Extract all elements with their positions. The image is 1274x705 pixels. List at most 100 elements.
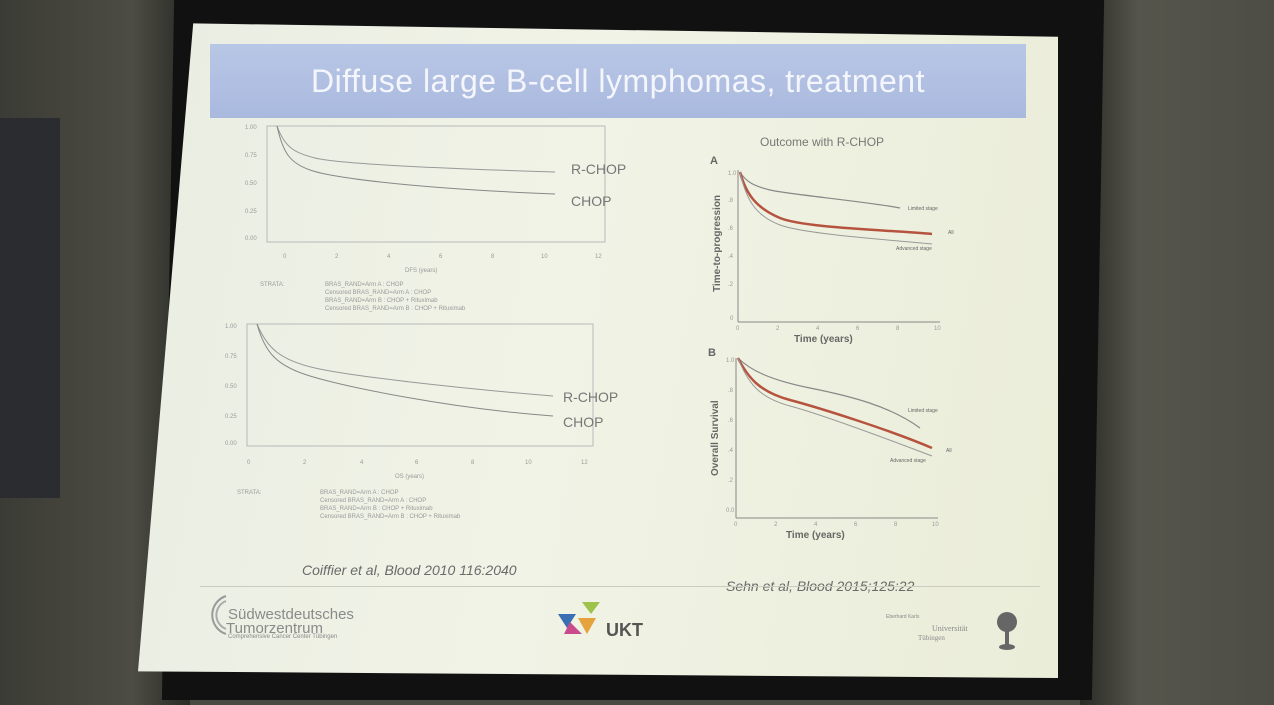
legend-item: Censored BRAS_RAND=Arm A : CHOP [320, 498, 426, 504]
x-tick-labels: 0 2 4 6 8 10 [734, 522, 939, 528]
curve-label: All [948, 230, 954, 236]
curve-label: Limited stage [908, 206, 938, 212]
reference-left: Coiffier et al, Blood 2010 116:2040 [302, 562, 517, 578]
x-tick: 2 [776, 326, 780, 332]
x-tick: 4 [816, 326, 820, 332]
x-tick: 6 [439, 254, 443, 260]
y-tick: 1.00 [245, 125, 257, 131]
x-tick: 8 [896, 326, 900, 332]
x-axis-label: Time (years) [786, 530, 845, 541]
chop-curve [276, 125, 556, 195]
curve-label: Limited stage [908, 408, 938, 414]
x-tick: 2 [335, 254, 339, 260]
rchop-curve [276, 125, 556, 173]
y-tick: 0.25 [225, 414, 237, 420]
x-tick: 0 [736, 326, 740, 332]
footer-divider [200, 586, 1040, 587]
curve-label: Advanced stage [896, 246, 932, 252]
y-tick: .8 [728, 198, 734, 204]
x-tick: 0 [247, 460, 251, 466]
y-tick: .6 [728, 418, 734, 424]
x-tick: 4 [387, 254, 391, 260]
chop-label: CHOP [571, 193, 611, 209]
x-tick: 4 [360, 460, 364, 466]
rchop-curve [256, 323, 554, 397]
uni-name-line1: Eberhard Karls [886, 614, 920, 620]
swt-name-line1: Südwestdeutsches [228, 606, 354, 623]
outcome-rchop-figure: Outcome with R-CHOP A Limited stage All … [700, 130, 980, 555]
y-tick: .6 [728, 226, 734, 232]
y-tick: 1.00 [225, 324, 237, 330]
x-tick: 8 [491, 254, 495, 260]
x-tick: 12 [581, 460, 588, 466]
room-wall-right [1080, 0, 1274, 705]
y-tick-labels: 1.0 .8 .6 .4 .2 0.0 [726, 358, 735, 514]
y-tick: .4 [728, 254, 734, 260]
dfs-km-chart: 1.00 0.75 0.50 0.25 0.00 0 2 4 6 8 10 12… [225, 118, 645, 323]
y-tick: 0.75 [225, 354, 237, 360]
y-tick: 1.0 [728, 171, 737, 177]
swt-arc-icon [211, 595, 227, 635]
x-tick: 10 [525, 460, 532, 466]
legend-title: STRATA: [260, 282, 285, 288]
x-tick: 6 [415, 460, 419, 466]
limited-stage-curve [739, 171, 901, 209]
uni-name-line2: Universität [932, 624, 968, 633]
x-axis-label: Time (years) [794, 334, 853, 345]
y-tick: .8 [728, 388, 734, 394]
advanced-stage-curve [737, 357, 933, 457]
chop-label: CHOP [563, 414, 603, 430]
y-tick: .2 [728, 478, 734, 484]
legend-item: BRAS_RAND=Arm A : CHOP [325, 282, 404, 288]
y-tick: .2 [728, 282, 734, 288]
ukt-logo: UKT [556, 600, 643, 645]
legend-item: Censored BRAS_RAND=Arm B : CHOP + Rituxi… [320, 514, 461, 520]
figure-heading: Outcome with R-CHOP [760, 135, 884, 149]
x-tick-labels: 0 2 4 6 8 10 12 [247, 460, 588, 466]
x-tick: 6 [856, 326, 860, 332]
ukt-name: UKT [606, 620, 643, 640]
rchop-label: R-CHOP [563, 389, 618, 405]
y-tick: 0.00 [225, 441, 237, 447]
x-tick: 2 [303, 460, 307, 466]
x-tick: 4 [814, 522, 818, 528]
x-tick: 0 [283, 254, 287, 260]
curve-label: Advanced stage [890, 458, 926, 464]
y-tick: 0.50 [225, 384, 237, 390]
legend-title: STRATA: [237, 490, 262, 496]
x-tick-labels: 0 2 4 6 8 10 [736, 326, 941, 332]
legend-item: Censored BRAS_RAND=Arm A : CHOP [325, 290, 431, 296]
projection-screen [138, 23, 1058, 678]
y-tick: 0.0 [726, 508, 735, 514]
y-axis-label: Overall Survival [710, 400, 721, 476]
panel-letter: A [710, 155, 718, 167]
slide-title-bar: Diffuse large B-cell lymphomas, treatmen… [210, 44, 1026, 118]
plot-frame [266, 125, 606, 243]
y-tick-labels: 1.0 .8 .6 .4 .2 0 [728, 171, 737, 322]
panel-letter: B [708, 347, 716, 359]
x-tick: 10 [541, 254, 548, 260]
palm-tree-icon [997, 612, 1017, 650]
y-tick: 0.50 [245, 181, 257, 187]
y-tick: 1.0 [726, 358, 735, 364]
x-axis-label: OS (years) [395, 474, 424, 480]
ukt-triangles-icon [558, 602, 600, 634]
y-tick-labels: 1.00 0.75 0.50 0.25 0.00 [245, 125, 257, 242]
rchop-label: R-CHOP [571, 161, 626, 177]
limited-stage-curve [737, 357, 921, 429]
y-tick-labels: 1.00 0.75 0.50 0.25 0.00 [225, 324, 237, 447]
swt-name-line2: Tumorzentrum [226, 620, 323, 637]
swt-subtitle: Comprehensive Cancer Center Tübingen [228, 634, 338, 640]
x-tick: 10 [932, 522, 939, 528]
legend-item: BRAS_RAND=Arm B : CHOP + Rituximab [320, 506, 433, 512]
legend-item: BRAS_RAND=Arm B : CHOP + Rituximab [325, 298, 438, 304]
slide-title: Diffuse large B-cell lymphomas, treatmen… [311, 62, 925, 99]
y-tick: .4 [728, 448, 734, 454]
x-tick: 2 [774, 522, 778, 528]
y-tick: 0 [730, 316, 734, 322]
y-tick: 0.00 [245, 236, 257, 242]
x-tick: 8 [894, 522, 898, 528]
uni-name-line3: Tübingen [918, 634, 945, 642]
y-tick: 0.25 [245, 209, 257, 215]
x-tick-labels: 0 2 4 6 8 10 12 [283, 254, 602, 260]
